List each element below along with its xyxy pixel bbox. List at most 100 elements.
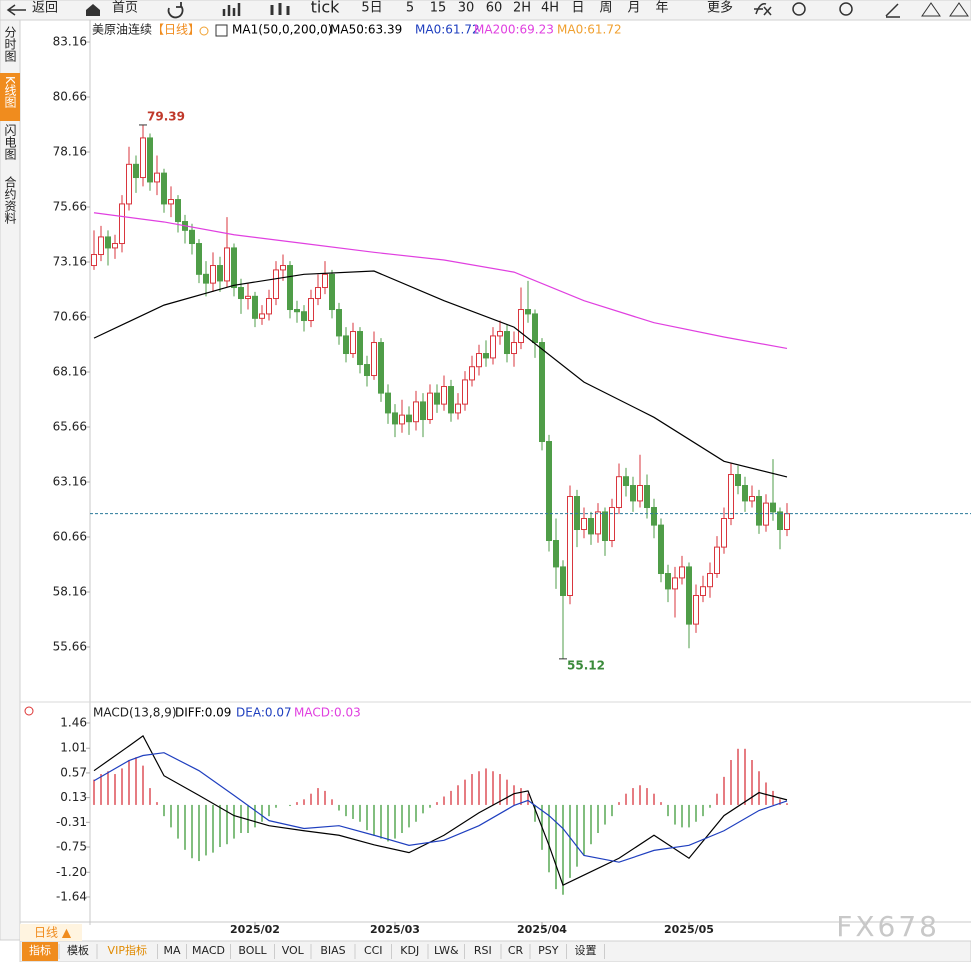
period-selector[interactable]: 日线 ▲ — [34, 926, 72, 940]
indicator-tab[interactable]: RSI — [474, 944, 492, 957]
indicator-title: MACD(13,8,9) — [93, 706, 177, 720]
candle-body — [112, 243, 118, 249]
add-icon — [199, 26, 209, 36]
legend-entry: MA1(50,0,200,0) — [232, 23, 332, 37]
candle-body — [560, 566, 566, 597]
legend-entry: DEA:0.07 — [236, 706, 292, 720]
candle-body — [392, 412, 398, 425]
toolbar-button[interactable]: 4H — [541, 1, 559, 16]
candle-body — [406, 414, 412, 423]
indicator-tab[interactable]: PSY — [538, 944, 559, 957]
candle-body — [665, 573, 671, 590]
y-tick-label: -0.31 — [56, 815, 87, 829]
candle-body — [280, 265, 286, 271]
legend-entry: MACD:0.03 — [294, 706, 361, 720]
back-icon[interactable] — [6, 4, 26, 16]
candle-body — [105, 236, 111, 249]
candle-body — [217, 265, 223, 282]
zoom-in-icon[interactable] — [839, 2, 853, 16]
candle-body — [637, 485, 643, 502]
candle-body — [133, 163, 139, 179]
candle-body — [343, 335, 349, 355]
toolbar-button[interactable]: 周 — [599, 1, 612, 16]
candle-body — [588, 518, 594, 535]
candle-body — [595, 511, 601, 535]
candle-body — [259, 313, 265, 319]
toolbar-button[interactable]: 30 — [458, 1, 475, 16]
ma-icon — [215, 24, 228, 37]
toolbar-button[interactable]: 15 — [430, 1, 447, 16]
candle-body — [553, 540, 559, 568]
sidebar-tab[interactable]: 闪电图 — [3, 124, 17, 160]
sidebar-tab[interactable]: 分时图 — [3, 26, 17, 62]
y-tick-label: 1.01 — [60, 741, 87, 755]
y-tick-label: 65.66 — [53, 419, 87, 433]
toolbar-button[interactable]: 日 — [571, 1, 584, 16]
indicator-tab[interactable]: 设置 — [575, 944, 597, 957]
candle-body — [119, 203, 125, 245]
sidebar-bg — [0, 19, 21, 941]
indicator-tab[interactable]: VIP指标 — [108, 943, 147, 957]
indicator-tab[interactable]: BOLL — [238, 944, 267, 957]
y-tick-label: 73.16 — [53, 255, 87, 269]
candle-body — [735, 474, 741, 487]
legend-entry: MA0:61.72 — [415, 23, 480, 37]
y-tick-label: 78.16 — [53, 145, 87, 159]
shape-icons[interactable] — [921, 2, 969, 17]
indicator-tab[interactable]: CR — [508, 944, 524, 957]
toolbar-button[interactable]: 60 — [486, 1, 503, 16]
indicator-tab[interactable]: CCI — [364, 944, 383, 957]
candle-body — [385, 392, 391, 414]
indicator-tab[interactable]: BIAS — [320, 944, 345, 957]
line-series — [93, 734, 788, 887]
candle-body — [756, 496, 762, 526]
toolbar-button[interactable]: 返回 — [32, 1, 58, 16]
toolbar-button[interactable]: 月 — [627, 1, 640, 16]
candle-body — [413, 401, 419, 423]
toolbar-button[interactable]: 5 — [406, 1, 414, 16]
indicator-tab[interactable]: MACD — [192, 944, 225, 957]
toolbar-button[interactable]: tick — [311, 0, 341, 17]
candle-body — [175, 199, 181, 223]
candle-body — [154, 172, 160, 183]
indicator-tab[interactable]: VOL — [282, 944, 305, 957]
candle-body — [357, 331, 363, 366]
candle-body — [287, 265, 293, 311]
draw-icon[interactable] — [885, 3, 900, 18]
toolbar-button[interactable]: 2H — [513, 1, 531, 16]
candle-body — [147, 137, 153, 183]
candle-body — [574, 496, 580, 531]
candle-body — [441, 386, 447, 405]
home-icon[interactable] — [86, 4, 100, 16]
indicator-tab[interactable]: 指标 — [29, 943, 51, 957]
candle-body — [623, 476, 629, 487]
y-tick-label: -1.20 — [56, 865, 87, 879]
candle-body — [161, 172, 167, 205]
y-tick-label: 1.46 — [60, 715, 87, 729]
zoom-out-icon[interactable] — [792, 2, 806, 16]
candle-body — [518, 309, 524, 344]
fx-icon[interactable] — [754, 2, 772, 16]
toolbar-button[interactable]: 年 — [655, 1, 668, 16]
y-tick-label: 0.13 — [60, 790, 87, 804]
candle-icon[interactable] — [270, 3, 290, 15]
candle-body — [203, 273, 209, 284]
sidebar-tab[interactable]: 合约资料 — [3, 175, 17, 224]
toolbar-button[interactable]: 首页 — [112, 1, 138, 16]
legend-entry: MA0:61.72 — [557, 23, 622, 37]
toolbar-button[interactable]: 5日 — [361, 1, 382, 16]
indicator-tab[interactable]: MA — [163, 944, 180, 957]
candle-body — [378, 342, 384, 394]
sidebar-tab[interactable]: K线图 — [3, 76, 17, 108]
chart-icon[interactable] — [222, 3, 241, 16]
candle-body — [238, 287, 244, 300]
candle-body — [252, 295, 258, 319]
candle-body — [434, 392, 440, 405]
candle-body — [679, 566, 685, 579]
candle-body — [469, 366, 475, 381]
indicator-tab[interactable]: LW& — [434, 944, 459, 957]
refresh-icon[interactable] — [167, 2, 184, 19]
toolbar-button[interactable]: 更多 — [707, 0, 733, 16]
indicator-tab[interactable]: 模板 — [67, 943, 89, 957]
indicator-tab[interactable]: KDJ — [400, 944, 419, 957]
